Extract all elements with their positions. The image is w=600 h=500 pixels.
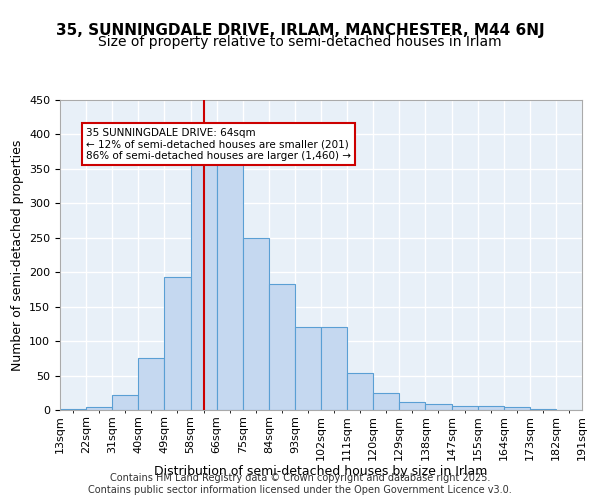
Bar bbox=[60, 408, 86, 410]
Bar bbox=[112, 395, 139, 410]
Bar bbox=[504, 407, 530, 410]
Bar bbox=[86, 406, 112, 410]
Text: 35 SUNNINGDALE DRIVE: 64sqm
← 12% of semi-detached houses are smaller (201)
86% : 35 SUNNINGDALE DRIVE: 64sqm ← 12% of sem… bbox=[86, 128, 351, 161]
Bar bbox=[347, 374, 373, 410]
Bar bbox=[321, 328, 347, 410]
Bar bbox=[400, 402, 425, 410]
Bar bbox=[373, 393, 400, 410]
X-axis label: Distribution of semi-detached houses by size in Irlam: Distribution of semi-detached houses by … bbox=[154, 466, 488, 478]
Bar bbox=[478, 406, 504, 410]
Bar bbox=[530, 408, 556, 410]
Text: Size of property relative to semi-detached houses in Irlam: Size of property relative to semi-detach… bbox=[98, 35, 502, 49]
Bar bbox=[269, 284, 295, 410]
Bar bbox=[425, 404, 452, 410]
Bar bbox=[191, 152, 217, 410]
Text: 35, SUNNINGDALE DRIVE, IRLAM, MANCHESTER, M44 6NJ: 35, SUNNINGDALE DRIVE, IRLAM, MANCHESTER… bbox=[56, 22, 544, 38]
Bar bbox=[295, 328, 321, 410]
Bar bbox=[139, 358, 164, 410]
Bar bbox=[217, 160, 243, 410]
Bar bbox=[164, 277, 191, 410]
Bar bbox=[242, 238, 269, 410]
Y-axis label: Number of semi-detached properties: Number of semi-detached properties bbox=[11, 140, 23, 370]
Bar bbox=[452, 406, 478, 410]
Text: Contains HM Land Registry data © Crown copyright and database right 2025.
Contai: Contains HM Land Registry data © Crown c… bbox=[88, 474, 512, 495]
